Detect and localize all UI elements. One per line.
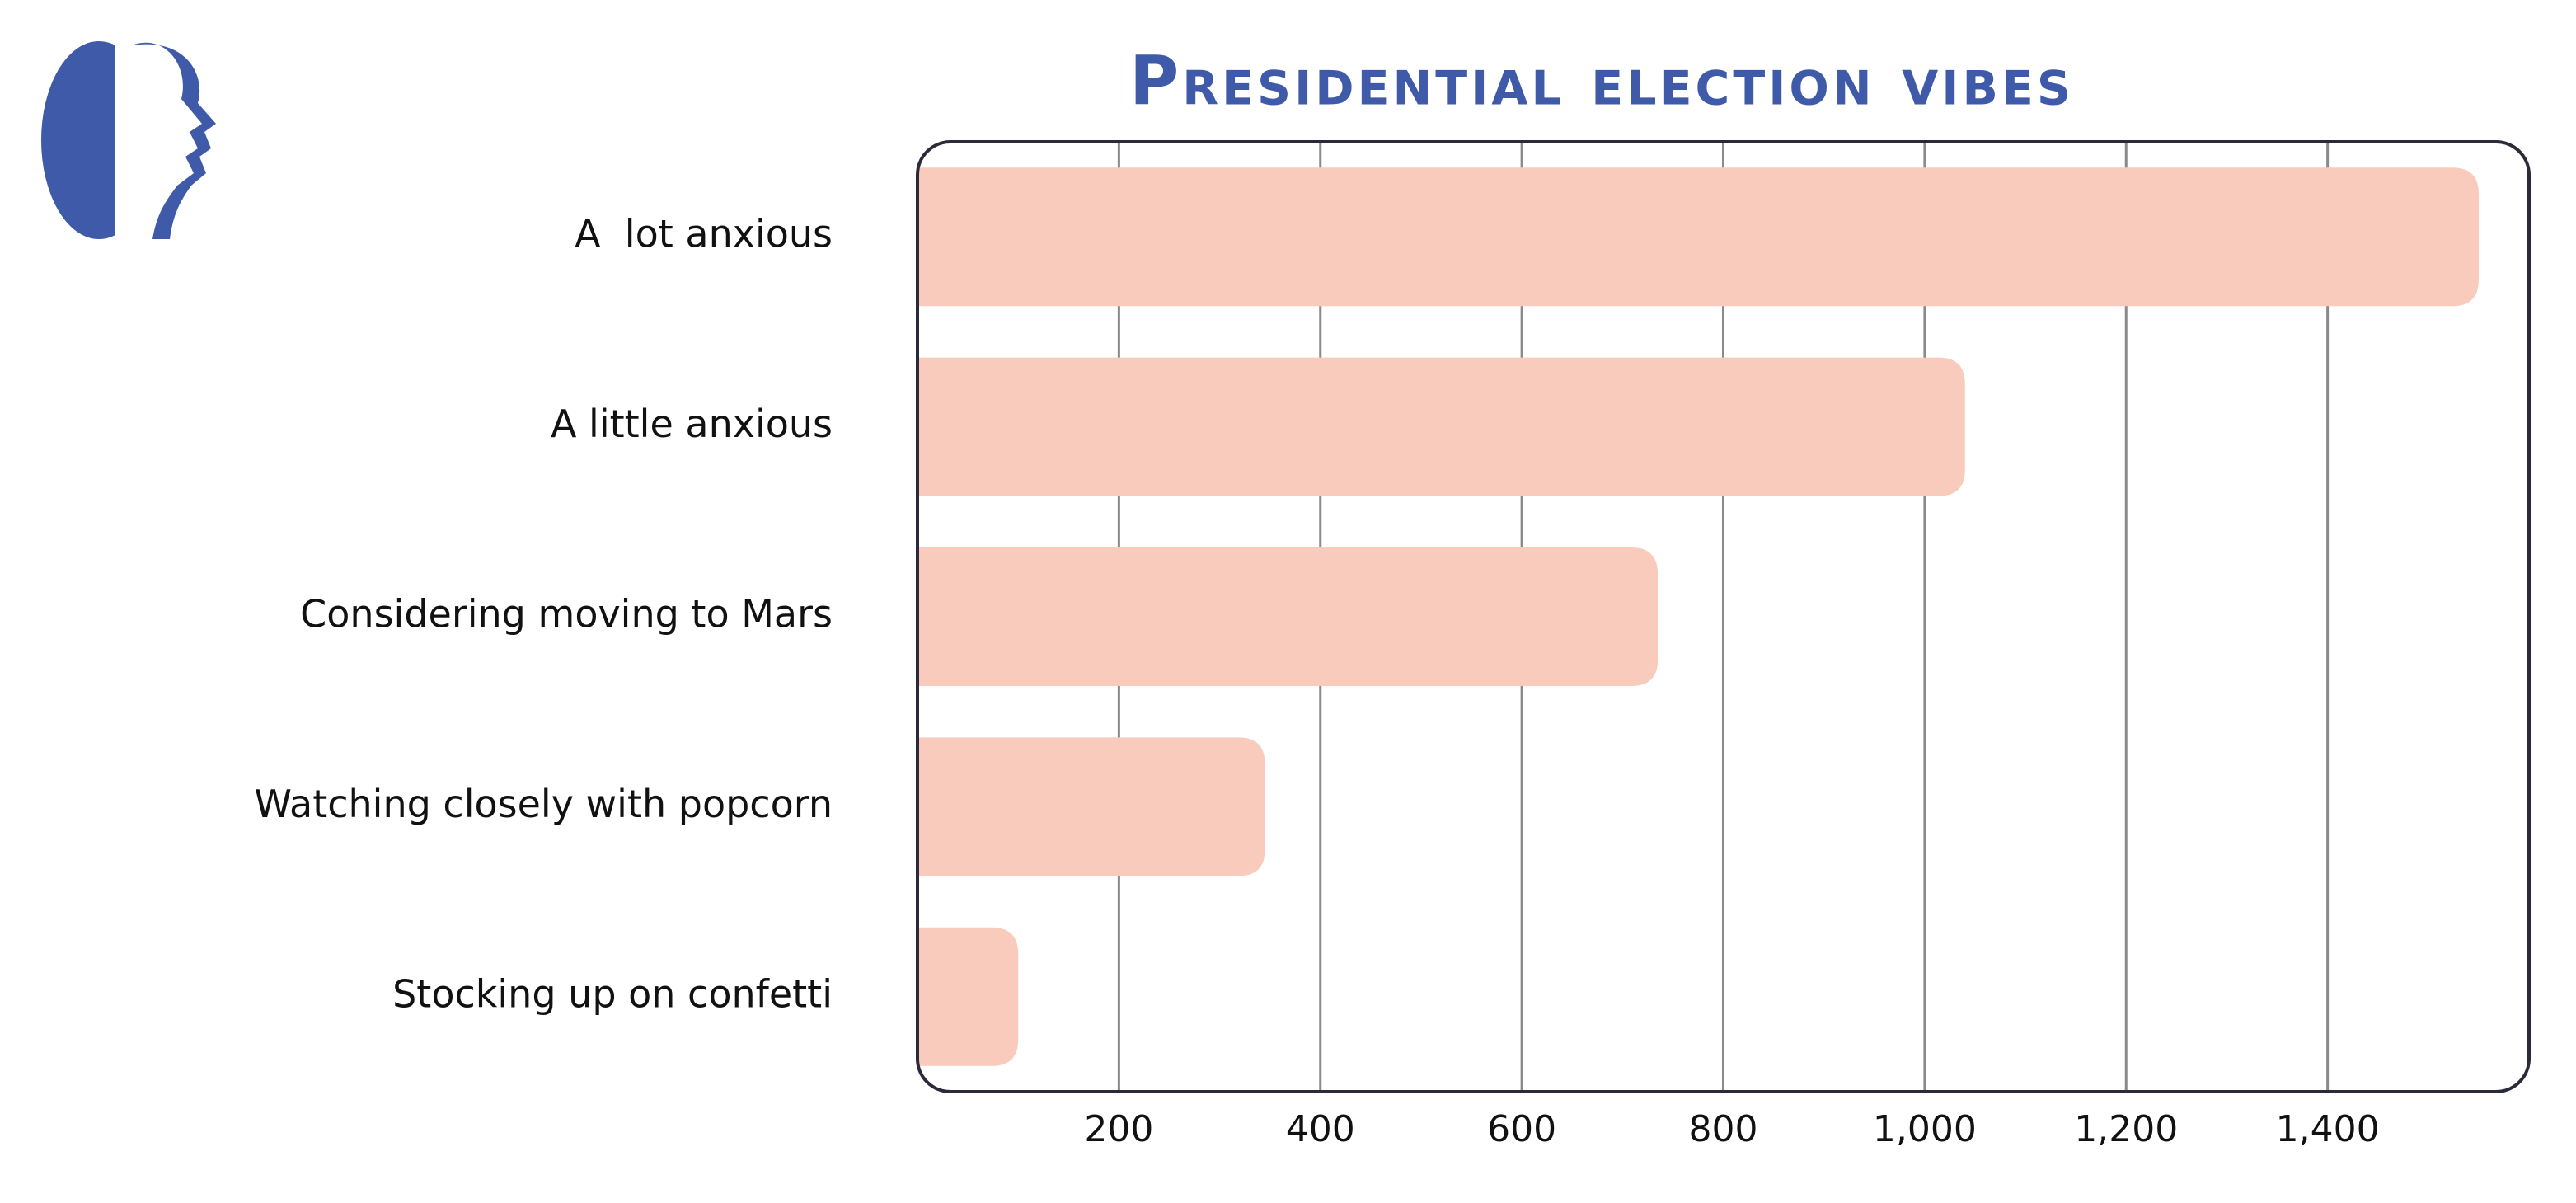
y-tick-label: A lot anxious [575,212,833,256]
x-tick-label: 1,400 [2276,1108,2380,1150]
y-tick-label: Stocking up on confetti [392,971,833,1016]
x-tick-label: 1,000 [1873,1108,1977,1150]
logo [41,40,216,239]
bar [917,737,1265,876]
x-tick-label: 600 [1487,1108,1556,1150]
bar [917,167,2479,307]
chart-title: Presidential election vibes [1129,42,2074,120]
x-tick-label: 200 [1084,1108,1153,1150]
plot-frame [916,140,2531,1093]
bar [917,357,1965,496]
y-tick-label: Watching closely with popcorn [254,782,833,826]
y-tick-label: A little anxious [551,402,833,446]
x-tick-label: 800 [1689,1108,1758,1150]
bar [917,547,1659,686]
y-tick-label: Considering moving to Mars [300,592,833,637]
x-tick-label: 400 [1286,1108,1355,1150]
bar [917,927,1019,1066]
x-tick-label: 1,200 [2074,1108,2178,1150]
